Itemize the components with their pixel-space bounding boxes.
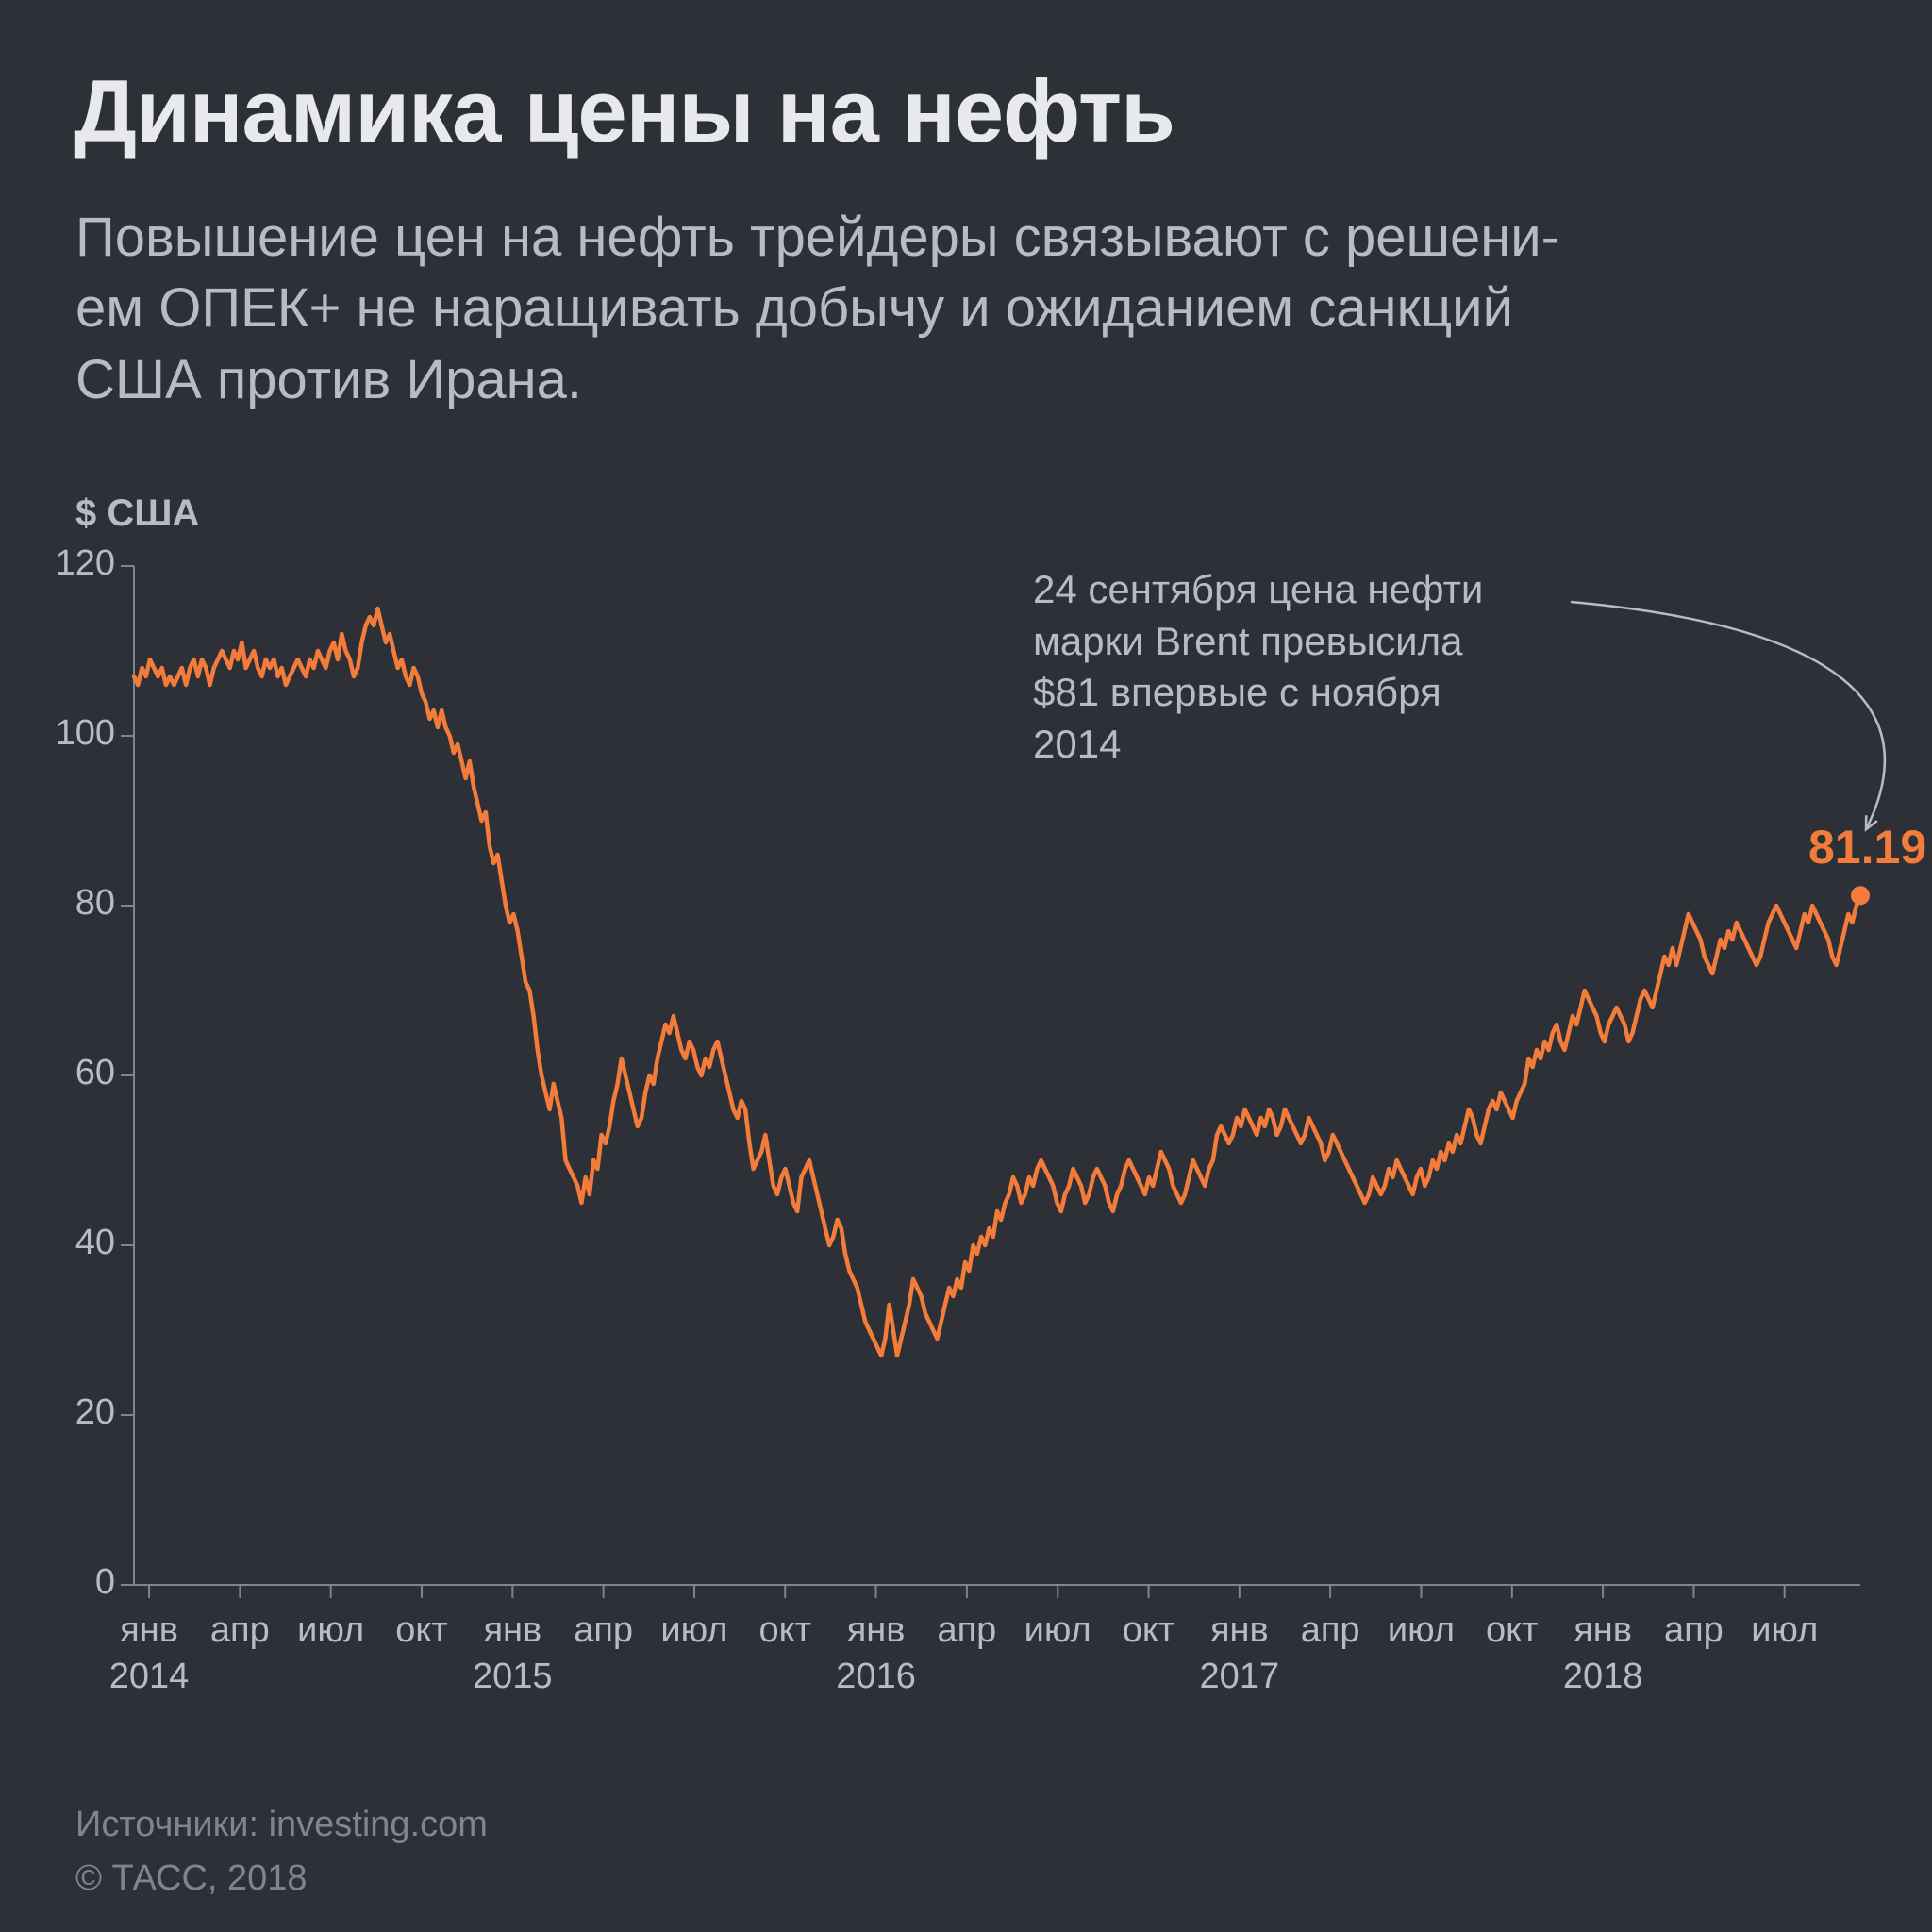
footer: Источники: investing.com © ТАСС, 2018 — [75, 1798, 488, 1906]
x-tick-label: июл — [1728, 1607, 1841, 1654]
chart-subtitle: Повышение цен на нефть трейдеры связываю… — [75, 202, 1559, 415]
y-tick-label: 40 — [40, 1223, 115, 1263]
y-tick-label: 20 — [40, 1392, 115, 1433]
line-chart — [134, 566, 1917, 1641]
y-tick-label: 0 — [40, 1562, 115, 1603]
chart-canvas: Динамика цены на нефть Повышение цен на … — [0, 0, 1932, 1932]
source-label: Источники: investing.com — [75, 1798, 488, 1852]
annotation-text: 24 сентября цена нефти марки Brent превы… — [1033, 564, 1483, 770]
y-tick-label: 120 — [40, 543, 115, 584]
y-tick-label: 60 — [40, 1053, 115, 1093]
y-axis-label: $ США — [75, 492, 199, 535]
y-tick-label: 100 — [40, 713, 115, 754]
copyright-label: © ТАСС, 2018 — [75, 1852, 488, 1906]
end-value-label: 81.19 — [1808, 820, 1926, 874]
y-tick-label: 80 — [40, 883, 115, 924]
chart-title: Динамика цены на нефть — [74, 60, 1174, 162]
